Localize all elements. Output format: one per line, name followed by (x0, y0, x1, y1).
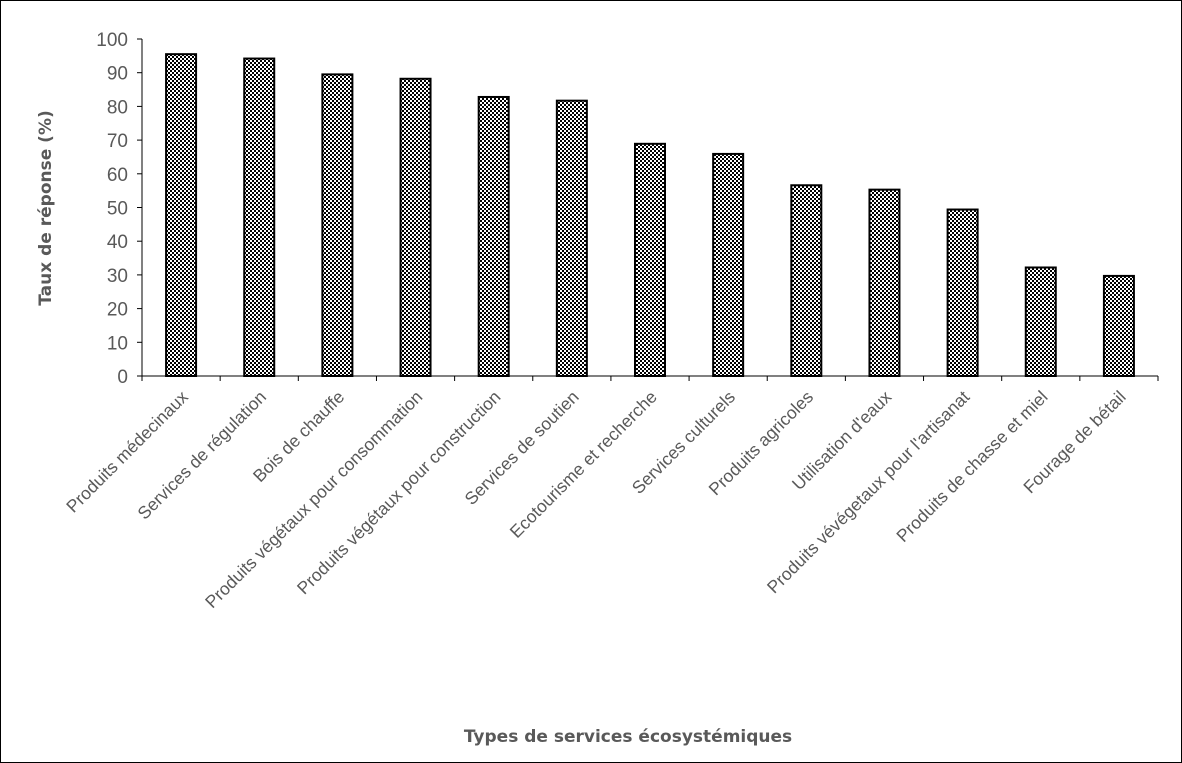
y-tick-label: 80 (107, 97, 128, 118)
bar (321, 73, 354, 377)
x-axis-title: Types de services écosystémiques (464, 727, 792, 747)
y-tick-label: 60 (107, 165, 128, 186)
y-tick-label: 100 (96, 30, 128, 51)
y-tick-label: 10 (107, 333, 128, 354)
bars (165, 53, 1135, 378)
y-axis-ticks: 0 10 20 30 40 50 60 70 80 90 100 (96, 30, 142, 388)
bar (399, 77, 432, 378)
bar (243, 57, 276, 378)
y-axis-title: Taux de réponse (%) (36, 110, 56, 305)
y-tick-label: 20 (107, 300, 128, 321)
y-tick-label: 50 (107, 199, 128, 220)
bar (555, 99, 588, 378)
axes (141, 39, 1159, 381)
bar (165, 53, 198, 377)
bar (868, 188, 901, 377)
bar (1024, 266, 1057, 377)
bar (790, 184, 823, 377)
x-tick-label: Ecotourisme et recherche (506, 387, 661, 542)
y-tick-label: 0 (117, 367, 128, 388)
bar (712, 152, 745, 377)
bar (634, 142, 666, 377)
x-tick-label: Produits de chasse et miel (892, 387, 1051, 546)
y-tick-label: 70 (107, 131, 128, 152)
y-tick-label: 30 (107, 266, 128, 287)
y-tick-label: 40 (107, 232, 128, 253)
bar (946, 208, 979, 377)
y-tick-label: 90 (107, 64, 128, 85)
bar (477, 95, 510, 378)
x-tick-label: Services de régulation (133, 387, 270, 524)
bar (1102, 274, 1135, 378)
